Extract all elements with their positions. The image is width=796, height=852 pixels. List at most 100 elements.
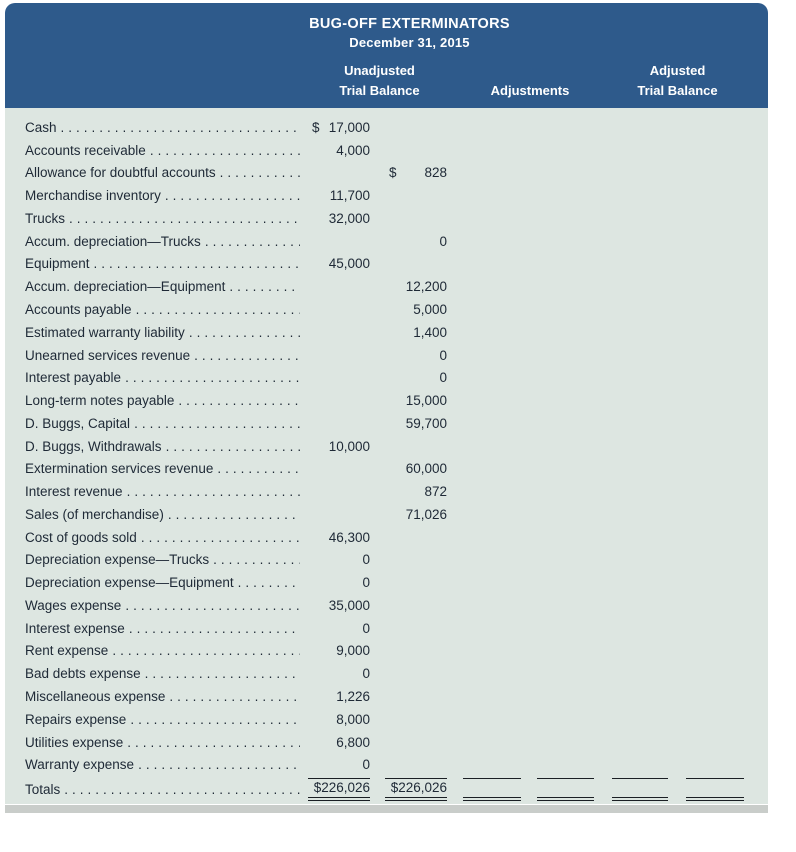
- account-label-wrap: Equipment: [25, 256, 300, 271]
- amount: 0: [439, 370, 447, 386]
- account-label: Interest revenue: [25, 484, 123, 500]
- dot-leader: [165, 188, 300, 203]
- amount: 0: [439, 233, 447, 249]
- amount: 17,000: [328, 119, 370, 135]
- adjusted-credit-total-blank: [686, 777, 744, 801]
- table-row: Accum. depreciation—Trucks 0: [5, 230, 768, 253]
- account-label: Allowance for doubtful accounts: [25, 165, 216, 181]
- unadjusted-credit-cell: 59,700: [377, 416, 447, 431]
- amount: 1,400: [413, 324, 447, 340]
- unadjusted-debit-cell: 35,000: [300, 598, 370, 613]
- account-label-wrap: Extermination services revenue: [25, 461, 300, 476]
- account-label: Warranty expense: [25, 757, 135, 773]
- table-row: Long-term notes payable 15,000: [5, 389, 768, 412]
- account-label-wrap: Depreciation expense—Equipment: [25, 575, 300, 590]
- dot-leader: [178, 393, 300, 408]
- account-label: Merchandise inventory: [25, 188, 161, 204]
- unadjusted-credit-total: $226,026: [385, 777, 447, 801]
- unadjusted-credit-cell: 15,000: [377, 393, 447, 408]
- amount: 6,800: [336, 734, 370, 750]
- amount: 0: [362, 666, 370, 682]
- amount: 10,000: [328, 438, 370, 454]
- account-label: Cost of goods sold: [25, 529, 137, 545]
- unadjusted-debit-cell: 9,000: [300, 643, 370, 658]
- account-label: Estimated warranty liability: [25, 324, 185, 340]
- adjusted-debit-total-blank: [612, 777, 668, 801]
- account-label-wrap: Utilities expense: [25, 735, 300, 750]
- dot-leader: [189, 325, 300, 340]
- account-label: Repairs expense: [25, 711, 127, 727]
- unadjusted-credit-total-cell: $226,026: [377, 777, 447, 801]
- unadjusted-credit-cell: 0: [377, 370, 447, 385]
- unadjusted-credit-cell: 71,026: [377, 507, 447, 522]
- account-label-wrap: D. Buggs, Withdrawals: [25, 439, 300, 454]
- account-label: Accounts payable: [25, 302, 132, 317]
- adjusted-debit-total-cell: [612, 777, 668, 801]
- title-block: BUG-OFF EXTERMINATORS December 31, 2015: [5, 3, 768, 50]
- dot-leader: [238, 575, 300, 590]
- account-label-wrap: Accum. depreciation—Trucks: [25, 234, 300, 249]
- account-label: Accum. depreciation—Trucks: [25, 233, 201, 249]
- amount: 71,026: [405, 506, 447, 522]
- account-label: Rent expense: [25, 643, 109, 659]
- unadjusted-credit-cell: 5,000: [377, 302, 447, 317]
- table-row: Interest payable 0: [5, 366, 768, 389]
- adjustments-credit-total-cell: [537, 777, 594, 801]
- unadjusted-debit-cell: 0: [300, 552, 370, 567]
- account-label-wrap: Merchandise inventory: [25, 188, 300, 203]
- unadjusted-credit-cell: 872: [377, 484, 447, 499]
- account-label: Interest expense: [25, 620, 125, 636]
- amount: 32,000: [328, 210, 370, 226]
- amount: 60,000: [405, 461, 447, 477]
- column-header-line: Adjusted: [649, 63, 706, 78]
- amount: 1,226: [336, 689, 370, 705]
- table-row: Allowance for doubtful accounts $828: [5, 162, 768, 185]
- account-label-wrap: Trucks: [25, 211, 300, 226]
- column-header-line: Trial Balance: [637, 83, 718, 98]
- table-row: Interest revenue 872: [5, 480, 768, 503]
- account-label-wrap: Rent expense: [25, 643, 300, 658]
- account-label-wrap: Repairs expense: [25, 712, 300, 727]
- dot-leader: [217, 461, 300, 476]
- amount: 9,000: [336, 643, 370, 659]
- table-row: Wages expense 35,000: [5, 594, 768, 617]
- account-label-wrap: Accounts receivable: [25, 143, 300, 158]
- dot-leader: [166, 439, 300, 454]
- unadjusted-credit-cell: 0: [377, 234, 447, 249]
- table-row: Depreciation expense—Equipment 0: [5, 571, 768, 594]
- table-row: Utilities expense 6,800: [5, 731, 768, 754]
- account-label-wrap: D. Buggs, Capital: [25, 416, 300, 431]
- dot-leader: [61, 120, 300, 135]
- totals-row: Totals $226,026 $226,026: [5, 776, 768, 802]
- account-label: Utilities expense: [25, 734, 124, 750]
- account-label: Cash: [25, 119, 57, 135]
- account-label: Trucks: [25, 210, 65, 226]
- account-rows: Cash $17,000 Accounts receivable 4,000 Allow…: [5, 116, 768, 776]
- unadjusted-debit-total-cell: $226,026: [300, 777, 370, 801]
- amount: 35,000: [328, 597, 370, 613]
- statement-date: December 31, 2015: [349, 35, 470, 50]
- amount: 0: [362, 552, 370, 568]
- dot-leader: [150, 143, 300, 158]
- account-label: D. Buggs, Capital: [25, 415, 131, 431]
- worksheet-header: BUG-OFF EXTERMINATORS December 31, 2015 …: [5, 3, 768, 108]
- account-label-wrap: Accounts payable: [25, 302, 300, 317]
- account-label-wrap: Estimated warranty liability: [25, 325, 300, 340]
- table-row: Merchandise inventory 11,700: [5, 184, 768, 207]
- amount: 0: [362, 620, 370, 636]
- account-label-wrap: Warranty expense: [25, 757, 300, 772]
- account-label-wrap: Cost of goods sold: [25, 530, 300, 545]
- unadjusted-debit-cell: 4,000: [300, 143, 370, 158]
- account-label-wrap: Allowance for doubtful accounts: [25, 165, 300, 180]
- column-header-unadjusted-trial-balance: Unadjusted Trial Balance: [297, 61, 462, 101]
- panel-drop-shadow: [5, 805, 768, 813]
- amount: 59,700: [405, 415, 447, 431]
- table-row: Warranty expense 0: [5, 753, 768, 776]
- company-title: BUG-OFF EXTERMINATORS: [309, 16, 510, 32]
- worksheet-panel: BUG-OFF EXTERMINATORS December 31, 2015 …: [5, 3, 768, 804]
- table-row: Sales (of merchandise) 71,026: [5, 503, 768, 526]
- unadjusted-debit-cell: 6,800: [300, 735, 370, 750]
- account-label-wrap: Unearned services revenue: [25, 348, 300, 363]
- amount: 828: [424, 165, 447, 181]
- adjusted-credit-total-cell: [686, 777, 744, 801]
